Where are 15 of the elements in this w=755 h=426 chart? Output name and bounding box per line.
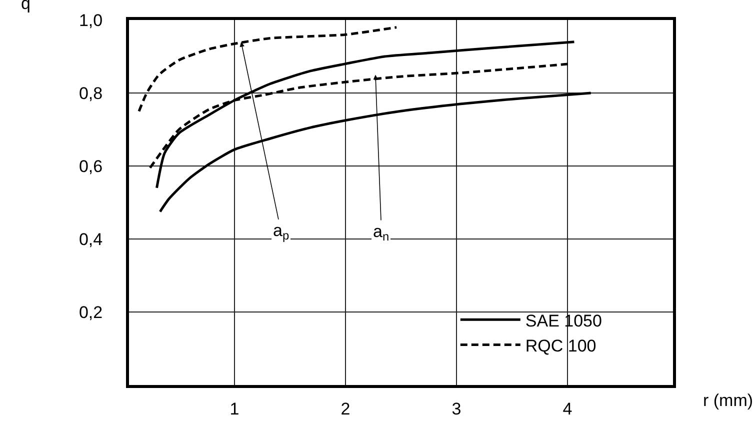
x-axis-title: r (mm)	[703, 391, 754, 410]
y-tick-label: 0,2	[78, 302, 103, 322]
line-series	[138, 26, 398, 112]
x-tick-label: 2	[340, 399, 350, 418]
annotation: a$_{p}$	[273, 221, 290, 243]
y-tick-label: 0,6	[78, 156, 103, 176]
x-tick-label: 1	[230, 399, 240, 418]
x-tick-label: 3	[452, 399, 462, 418]
annotation: a$_{n}$	[373, 222, 390, 244]
y-tick-label: 1,0	[78, 10, 103, 30]
x-tick-label: 4	[562, 399, 572, 418]
y-tick-label: 0,4	[78, 230, 103, 249]
legend-label: RQC 100	[525, 336, 596, 356]
y-tick-label: 0,8	[78, 84, 103, 103]
y-axis-title: q	[21, 0, 30, 13]
